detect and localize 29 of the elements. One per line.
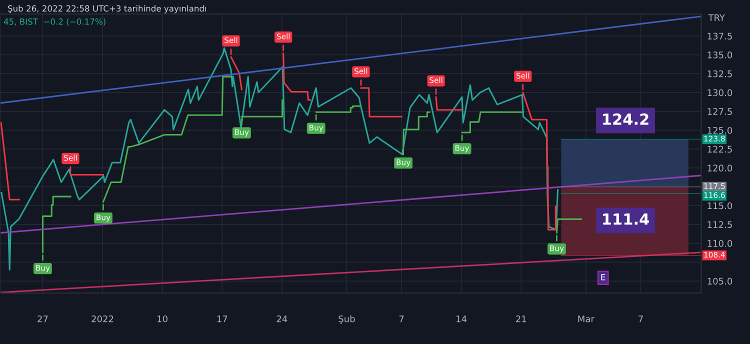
chart-subtitle: 45, BIST −0.2 (−0.17%) [4,18,106,26]
x-tick-label: Mar [578,316,594,322]
annotation: E [601,274,606,280]
y-tick-label: 112.5 [708,221,732,228]
x-tick-label: 21 [516,315,526,322]
y-tick-label: 122.5 [708,146,732,153]
y-tick-label: 127.5 [708,108,732,115]
y-tick-label: 125.0 [708,126,732,134]
x-tick-label: 2022 [92,315,114,322]
band-label: 111.4 [603,214,649,225]
y-tick-label: 115.0 [708,202,732,210]
x-tick-label: 17 [217,316,228,322]
y-tick-label: 135.0 [708,52,732,58]
y-tick-label: 110.0 [708,240,732,247]
y-tick-label: 132.5 [708,70,732,78]
x-tick-label: Şub [338,315,355,324]
x-tick-label: 7 [638,316,643,322]
y-tick-label: 120.0 [708,164,732,172]
x-tick-label: 7 [399,316,404,322]
chart-title: Şub 26, 2022 22:58 UTC+3 tarihinde yayınlandı [8,5,206,14]
band-label: 124.2 [603,113,648,125]
y-tick-label: 137.5 [708,32,732,40]
y-tick-label: 105.0 [708,278,732,285]
y-tick-label: 130.0 [708,89,732,96]
x-tick-label: 24 [276,315,288,322]
x-tick-label: 14 [456,316,467,322]
x-tick-label: 10 [158,315,168,322]
y-axis-title: TRY [708,14,726,21]
x-tick-label: 27 [38,315,48,322]
